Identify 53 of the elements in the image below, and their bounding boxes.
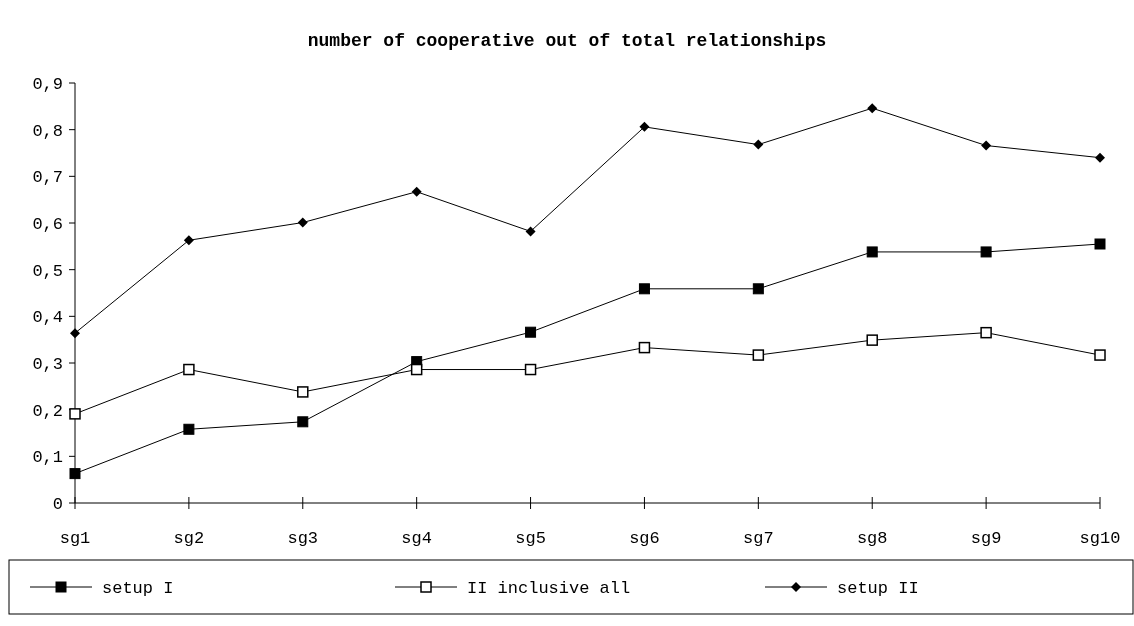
y-tick-label: 0,8 bbox=[32, 121, 63, 141]
x-tick-label: sg4 bbox=[401, 529, 432, 548]
legend-label: II inclusive all bbox=[467, 578, 631, 598]
x-tick-label: sg8 bbox=[856, 529, 888, 548]
point bbox=[297, 386, 309, 398]
y-tick-label: 0,2 bbox=[32, 401, 63, 421]
point bbox=[183, 363, 195, 376]
x-tick-label: sg1 bbox=[59, 529, 91, 548]
point bbox=[183, 235, 194, 246]
point bbox=[69, 408, 81, 420]
point bbox=[410, 363, 423, 376]
y-tick-label: 0,1 bbox=[32, 448, 63, 468]
y-tick-label: 0,5 bbox=[32, 261, 63, 281]
point bbox=[297, 416, 309, 428]
point bbox=[752, 283, 764, 295]
point bbox=[1094, 238, 1106, 250]
y-tick-label: 0,6 bbox=[32, 214, 63, 234]
x-tick-label: sg9 bbox=[970, 529, 1002, 548]
x-tick-label: sg5 bbox=[515, 529, 546, 548]
point bbox=[524, 363, 537, 376]
x-tick-label: sg3 bbox=[287, 529, 319, 548]
point bbox=[980, 246, 992, 258]
y-tick-label: 0 bbox=[52, 494, 63, 514]
point bbox=[411, 186, 422, 197]
point bbox=[69, 468, 81, 480]
point bbox=[981, 140, 992, 151]
x-tick-label: sg6 bbox=[629, 529, 660, 548]
point bbox=[1095, 152, 1105, 163]
point bbox=[866, 246, 878, 258]
legend-label: setup II bbox=[837, 578, 919, 598]
point bbox=[525, 226, 536, 237]
point bbox=[638, 341, 651, 354]
x-tick-label: sg2 bbox=[173, 529, 205, 548]
point bbox=[1094, 349, 1106, 361]
point bbox=[980, 326, 992, 339]
y-tick-label: 0,4 bbox=[32, 308, 63, 328]
point bbox=[752, 349, 765, 361]
point bbox=[70, 328, 80, 339]
point bbox=[639, 121, 650, 132]
point bbox=[525, 326, 537, 338]
point bbox=[867, 103, 878, 114]
y-tick-label: 0,3 bbox=[32, 354, 63, 374]
point bbox=[183, 423, 195, 435]
chart-title: number of cooperative out of total relationships bbox=[307, 31, 827, 51]
point bbox=[753, 139, 764, 150]
x-tick-label: sg10 bbox=[1079, 529, 1121, 548]
point bbox=[638, 283, 650, 295]
y-tick-label: 0,9 bbox=[32, 74, 63, 94]
x-tick-label: sg7 bbox=[743, 529, 774, 548]
point bbox=[866, 334, 878, 346]
point bbox=[297, 217, 308, 228]
legend-label: setup I bbox=[102, 578, 174, 598]
y-tick-label: 0,7 bbox=[32, 168, 63, 188]
